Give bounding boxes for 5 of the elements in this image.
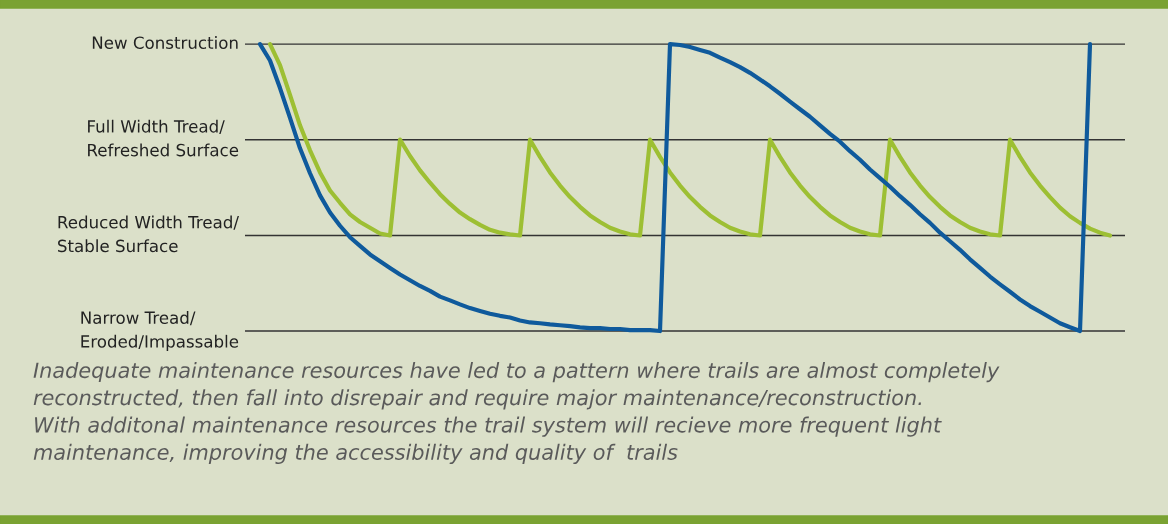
ref-line-label: New Construction (92, 36, 238, 49)
ref-line-label: Narrow Tread/ Eroded/Impassable (81, 311, 239, 351)
text: Inadequate maintenance resources have led to a pattern where trails are almost completely reconstructed, then fall into disrepair and require major maintenance/reconstruction. With additonal maintenance resources the trail system will recieve more frequent light maintenance, improving the accessibility and quality of trails (33, 362, 1000, 465)
ref-line-label: Full Width Tread/ Refreshed Surface (88, 119, 239, 157)
ref-line-label: Reduced Width Tread/ Stable Surface (58, 215, 239, 253)
